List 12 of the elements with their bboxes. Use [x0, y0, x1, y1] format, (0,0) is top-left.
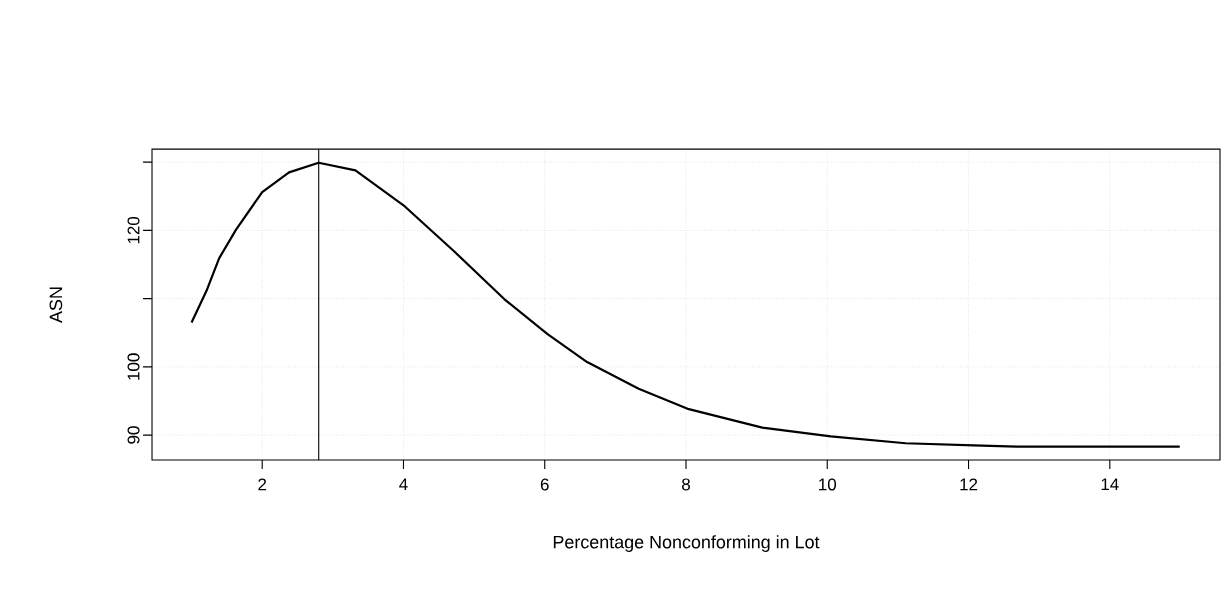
y-tick-label: 120: [127, 216, 140, 244]
y-axis-title: ASN: [49, 287, 63, 323]
x-tick-label: 8: [682, 478, 690, 491]
x-tick-label: 10: [819, 478, 837, 491]
x-tick-label: 2: [258, 478, 267, 491]
y-tick-label: 100: [127, 353, 140, 380]
y-tick-label: 90: [127, 426, 140, 444]
x-tick-label: 14: [1101, 478, 1119, 491]
x-tick-label: 6: [540, 478, 549, 491]
x-tick-label: 12: [960, 478, 978, 491]
x-tick-label: 4: [399, 478, 408, 491]
x-axis-title: Percentage Nonconforming in Lot: [553, 535, 820, 552]
